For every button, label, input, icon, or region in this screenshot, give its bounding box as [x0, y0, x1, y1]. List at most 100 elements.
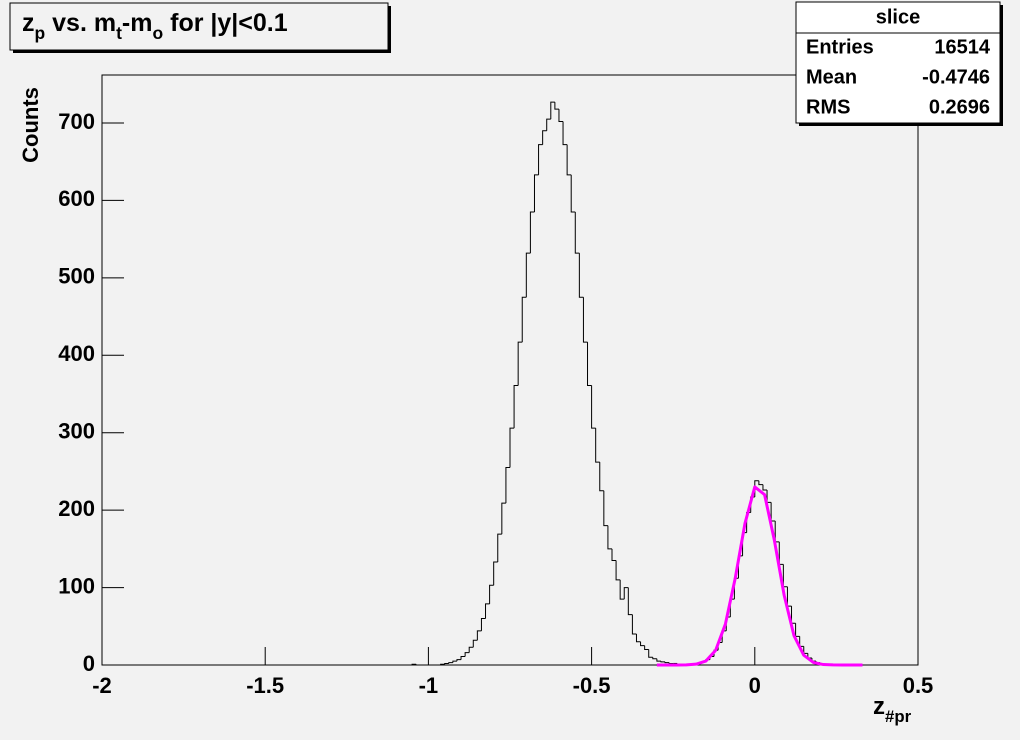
histogram-bin	[640, 641, 645, 647]
y-tick-label: 500	[58, 264, 95, 289]
histogram-bin	[550, 101, 555, 120]
text-part: for |y|<0.1	[163, 9, 288, 37]
histogram-bin	[595, 428, 600, 463]
histogram-bin	[578, 253, 584, 298]
histogram-bin	[591, 385, 596, 429]
stats-value: -0.4746	[922, 66, 990, 88]
histogram-bin	[513, 384, 519, 429]
x-tick-label: 0.5	[903, 673, 934, 698]
fit-curve	[656, 485, 863, 667]
y-tick-label: 400	[58, 341, 95, 366]
histogram-bin	[505, 467, 510, 504]
histogram-bin	[611, 548, 617, 561]
frame	[101, 74, 919, 666]
text-part: z	[22, 9, 35, 37]
histogram-bin	[566, 144, 572, 176]
histogram-bin	[623, 587, 629, 600]
histogram-bin	[758, 480, 763, 486]
histogram-bin	[648, 649, 653, 658]
x-tick-label: -2	[92, 673, 112, 698]
y-tick-label: 100	[58, 573, 95, 598]
histogram-bin	[587, 342, 592, 386]
text-part: vs. m	[45, 9, 116, 37]
histogram-bin	[411, 663, 417, 665]
x-tick-label: -1	[419, 673, 439, 698]
stats-value: 0.2696	[929, 96, 990, 118]
histogram-bin	[497, 533, 502, 563]
histogram-bin	[489, 584, 494, 604]
histogram-bin	[452, 660, 457, 663]
histogram-bin	[619, 579, 625, 600]
stats-title: slice	[876, 6, 920, 28]
histogram-bin	[460, 655, 466, 660]
histogram-bin	[635, 634, 641, 643]
stats-box	[795, 1, 1001, 124]
histogram-bin	[521, 296, 527, 343]
histogram-bin	[538, 144, 543, 175]
histogram-bin	[599, 462, 604, 492]
histogram-bin	[448, 662, 453, 664]
histogram-bin	[562, 121, 568, 146]
histogram-bin	[440, 663, 445, 665]
histogram-bin	[485, 603, 490, 619]
histogram-bin	[570, 174, 576, 213]
histogram-bin	[652, 657, 657, 660]
histogram-bin	[415, 664, 421, 666]
histogram-bin	[603, 490, 608, 527]
histogram-bin	[554, 102, 559, 110]
subscript: p	[35, 23, 46, 43]
subscript: t	[116, 23, 122, 43]
y-axis-label: Counts	[18, 87, 43, 163]
x-tick-label: 0	[749, 673, 761, 698]
histogram-bin	[480, 618, 486, 631]
y-tick-label: 700	[58, 109, 95, 134]
histogram-bin	[456, 659, 462, 662]
x-tick-label: -1.5	[246, 673, 284, 698]
histogram-bin	[517, 341, 523, 386]
histogram-bin	[558, 109, 564, 122]
histogram-bin	[660, 661, 666, 663]
text-part: -m	[122, 9, 153, 37]
histogram-bin	[607, 525, 612, 550]
stats-label: Mean	[806, 66, 857, 88]
subscript: o	[152, 23, 163, 43]
histogram-bin	[509, 427, 515, 468]
subscript: #pr	[885, 707, 912, 726]
histogram-bin	[615, 560, 621, 581]
histogram-bin	[574, 212, 580, 254]
histogram-bin	[656, 658, 661, 662]
chart-title: zp vs. mt-mo for |y|<0.1	[22, 9, 288, 43]
histogram-bin	[631, 614, 637, 635]
y-tick-label: 0	[83, 651, 95, 676]
stats-value: 16514	[934, 36, 990, 58]
histogram-bin	[546, 118, 551, 131]
histogram-bin	[472, 639, 478, 648]
histogram-bin	[493, 561, 498, 586]
histogram-bin	[525, 252, 531, 298]
histogram-bin	[668, 662, 674, 664]
x-axis-label: z#pr	[873, 693, 912, 726]
y-tick-label: 600	[58, 186, 95, 211]
histogram-bin	[444, 662, 449, 665]
histogram-bin	[627, 587, 633, 616]
histogram-bin	[664, 661, 670, 664]
histogram-bin	[582, 297, 588, 343]
histogram-bin	[644, 645, 649, 651]
histogram-bin	[468, 646, 474, 653]
histogram-bin	[529, 211, 535, 254]
title-box	[9, 2, 389, 51]
y-tick-label: 300	[58, 419, 95, 444]
x-tick-label: -0.5	[573, 673, 611, 698]
text-part: z	[873, 693, 885, 720]
histogram-bin	[464, 652, 470, 657]
y-tick-label: 200	[58, 496, 95, 521]
histogram-bin	[533, 174, 539, 213]
stats-label: RMS	[806, 96, 850, 118]
histogram-bin	[542, 130, 547, 145]
stats-label: Entries	[806, 36, 874, 58]
histogram-bin	[501, 502, 506, 535]
histogram-bin	[762, 484, 768, 491]
histogram-bin	[476, 630, 482, 641]
